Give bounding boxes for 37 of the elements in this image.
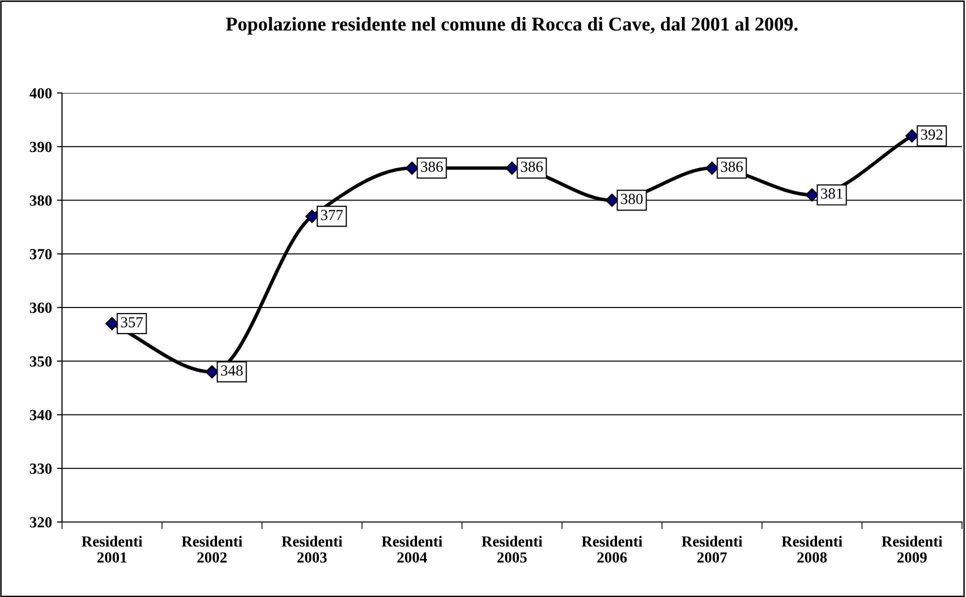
y-tick-label: 360 <box>30 302 52 313</box>
x-tick-label: Residenti 2003 <box>282 536 342 563</box>
x-tick-label: Residenti 2002 <box>182 536 242 563</box>
data-label: 386 <box>721 162 743 172</box>
data-label: 392 <box>921 129 942 140</box>
y-tick-label: 380 <box>30 195 52 206</box>
data-label: 377 <box>321 210 343 220</box>
x-tick-label: Residenti 2004 <box>382 536 442 563</box>
chart-title: Popolazione residente nel comune di Rocca di Cave, dal 2001 al 2009. <box>226 17 798 35</box>
data-label: 386 <box>521 162 543 172</box>
y-tick-label: 400 <box>30 88 52 98</box>
point <box>805 188 819 202</box>
point <box>505 161 519 175</box>
y-tick-label: 350 <box>30 356 52 367</box>
x-tick-label: Residenti 2009 <box>882 536 942 563</box>
y-tick-label: 330 <box>30 464 52 474</box>
y-tick-label: 390 <box>30 142 52 152</box>
point <box>405 161 419 175</box>
point <box>705 161 719 175</box>
point <box>605 194 619 207</box>
point <box>205 365 219 378</box>
x-tick-label: Residenti 2007 <box>682 536 742 563</box>
point <box>905 129 919 142</box>
point <box>305 210 319 223</box>
data-label: 348 <box>221 365 243 376</box>
y-tick-label: 320 <box>30 517 52 528</box>
y-tick-label: 370 <box>30 249 52 260</box>
data-label: 386 <box>421 162 443 172</box>
x-tick-label: Residenti 2008 <box>782 536 842 563</box>
x-tick-label: Residenti 2005 <box>482 536 542 563</box>
point <box>105 317 119 330</box>
data-label: 357 <box>121 317 143 328</box>
y-tick-label: 340 <box>30 410 52 420</box>
x-tick-label: Residenti 2001 <box>82 536 142 563</box>
data-label: 380 <box>621 194 643 204</box>
x-tick-label: Residenti 2006 <box>582 536 642 563</box>
data-label: 381 <box>821 188 842 199</box>
